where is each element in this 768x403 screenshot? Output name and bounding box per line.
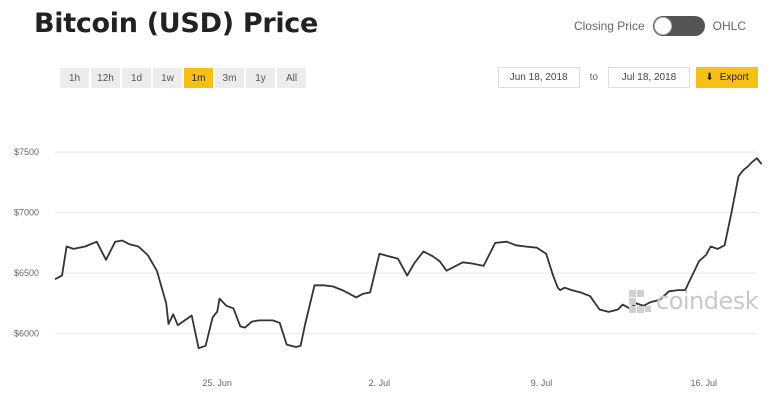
watermark-text: coindesk bbox=[656, 287, 759, 315]
y-tick-label: $6500 bbox=[14, 268, 39, 278]
y-axis-ticks: $6000 $6500 $7000 $7500 bbox=[14, 147, 39, 339]
range-button-1h[interactable]: 1h bbox=[60, 68, 89, 88]
x-axis-ticks: 25. Jun 2. Jul 9. Jul 16. Jul bbox=[202, 378, 717, 388]
x-tick-label: 25. Jun bbox=[202, 378, 232, 388]
coindesk-logo-icon bbox=[629, 290, 651, 313]
x-tick-label: 16. Jul bbox=[690, 378, 717, 388]
date-separator: to bbox=[589, 72, 598, 83]
date-range-controls: Jun 18, 2018 to Jul 18, 2018 ⬇ Export bbox=[497, 67, 758, 88]
coindesk-watermark: coindesk bbox=[628, 287, 759, 315]
price-mode-toggle[interactable] bbox=[652, 16, 705, 36]
range-button-all[interactable]: All bbox=[277, 68, 306, 88]
range-selector: 1h 12h 1d 1w 1m 3m 1y All bbox=[60, 68, 308, 88]
closing-price-label: Closing Price bbox=[573, 19, 645, 33]
y-tick-label: $7500 bbox=[14, 147, 39, 157]
page-title: Bitcoin (USD) Price bbox=[34, 8, 319, 39]
export-button[interactable]: ⬇ Export bbox=[696, 67, 758, 88]
range-button-1m[interactable]: 1m bbox=[184, 68, 213, 88]
x-tick-label: 2. Jul bbox=[369, 378, 391, 388]
price-mode-toggle-group: Closing Price OHLC bbox=[574, 14, 746, 38]
range-button-1y[interactable]: 1y bbox=[246, 68, 275, 88]
range-button-1w[interactable]: 1w bbox=[153, 68, 182, 88]
range-button-12h[interactable]: 12h bbox=[91, 68, 120, 88]
start-date-input[interactable]: Jun 18, 2018 bbox=[497, 67, 580, 88]
y-tick-label: $6000 bbox=[14, 329, 39, 339]
y-tick-label: $7000 bbox=[14, 208, 39, 218]
range-button-3m[interactable]: 3m bbox=[215, 68, 244, 88]
download-arrow-icon: ⬇ bbox=[705, 72, 714, 83]
x-tick-label: 9. Jul bbox=[531, 378, 553, 388]
end-date-input[interactable]: Jul 18, 2018 bbox=[608, 67, 690, 88]
toggle-knob bbox=[653, 17, 672, 35]
ohlc-label: OHLC bbox=[712, 19, 746, 33]
range-button-1d[interactable]: 1d bbox=[122, 68, 151, 88]
export-label: Export bbox=[719, 72, 749, 83]
price-series-line bbox=[54, 157, 763, 350]
